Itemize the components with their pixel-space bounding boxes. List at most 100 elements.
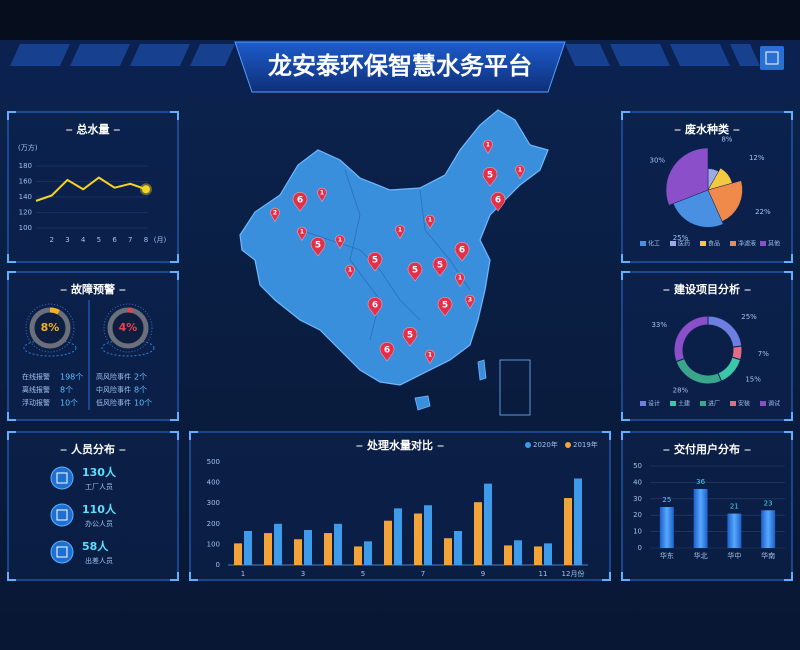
panel-corner	[7, 431, 16, 440]
map-pin[interactable]	[395, 224, 405, 240]
y-tick-label: 120	[19, 209, 32, 217]
header-stripes	[10, 44, 760, 66]
bar-value-label: 23	[764, 499, 773, 507]
map-pin[interactable]	[292, 192, 308, 212]
legend-swatch	[640, 241, 646, 246]
panel-corner	[7, 271, 16, 280]
gauge-arc	[49, 307, 60, 315]
panel-title: 建设项目分析	[674, 282, 740, 296]
bar	[761, 510, 776, 548]
export-button[interactable]	[760, 46, 784, 70]
panel-corner	[784, 111, 793, 120]
alarm-label: 中风险事件	[96, 385, 131, 394]
panel-corner	[7, 111, 16, 120]
pie-slice	[707, 180, 743, 222]
map-pin-label: 1	[486, 142, 490, 149]
x-tick-label: 4	[81, 236, 86, 244]
legend-swatch	[670, 241, 676, 246]
map-pin-label: 5	[372, 256, 378, 266]
map-pin[interactable]	[317, 187, 327, 203]
panel	[7, 271, 179, 421]
alarm-value: 8个	[60, 386, 73, 395]
x-tick-label: 5	[97, 236, 101, 244]
bar	[504, 545, 512, 565]
x-axis-label: (月)	[154, 236, 167, 244]
map-pin[interactable]	[402, 327, 418, 347]
panel-corner	[170, 572, 179, 581]
map-pin[interactable]	[367, 252, 383, 272]
bar	[394, 508, 402, 565]
x-tick-label: 华东	[660, 551, 674, 560]
pie-value-label: 25%	[673, 234, 689, 242]
bar	[294, 539, 302, 565]
map-pin[interactable]	[490, 192, 506, 212]
map-pin[interactable]	[425, 349, 435, 365]
map-pin[interactable]	[379, 342, 395, 362]
staff-icon	[50, 466, 74, 490]
gauge-label: 8%	[41, 321, 60, 334]
map-pin[interactable]	[407, 262, 423, 282]
alarm-label: 低风险事件	[96, 398, 131, 407]
bar	[474, 502, 482, 565]
map-pin[interactable]	[270, 207, 280, 223]
map-pin[interactable]	[515, 164, 525, 180]
bar	[454, 531, 462, 565]
legend-label: 净滤液	[738, 240, 756, 248]
x-tick-label: 华中	[727, 551, 741, 560]
y-tick-label: 0	[216, 561, 220, 569]
donut-value-label: 15%	[745, 375, 761, 383]
gauge-label: 4%	[119, 321, 138, 334]
bar	[534, 546, 542, 565]
panel	[7, 431, 179, 581]
legend-label: 安装	[738, 400, 750, 408]
staff-icon	[50, 540, 74, 564]
x-tick-label: 7	[421, 570, 425, 578]
legend-label: 医药	[678, 240, 690, 248]
map-pin[interactable]	[482, 167, 498, 187]
map-pin[interactable]	[455, 272, 465, 288]
map-pin[interactable]	[454, 242, 470, 262]
map-pin[interactable]	[297, 226, 307, 242]
map-pin[interactable]	[367, 297, 383, 317]
map-pin[interactable]	[310, 237, 326, 257]
panel-corner	[170, 271, 179, 280]
map-pin[interactable]	[432, 257, 448, 277]
panel-corner	[621, 572, 630, 581]
map-pin-label: 1	[348, 267, 352, 274]
panel-corner	[784, 412, 793, 421]
x-tick-label: 6	[112, 236, 117, 244]
y-axis-label: (万方)	[18, 143, 38, 152]
donut-value-label: 25%	[741, 313, 757, 321]
staff-label: 出差人员	[85, 556, 113, 565]
map-pin[interactable]	[465, 294, 475, 310]
map-pin-label: 1	[458, 275, 462, 282]
alarm-label: 离线报警	[22, 385, 50, 394]
map-pin-label: 1	[428, 217, 432, 224]
map-pin[interactable]	[483, 139, 493, 155]
staff-label: 工厂人员	[85, 483, 113, 491]
panel-title: 处理水量对比	[366, 438, 433, 452]
alarm-value: 8个	[134, 386, 147, 395]
map-pin-label: 5	[487, 171, 493, 181]
map-pin[interactable]	[425, 214, 435, 230]
y-tick-label: 100	[207, 540, 220, 548]
bar	[324, 533, 332, 565]
map-pin-label: 6	[495, 196, 501, 206]
pie-slice	[672, 189, 724, 228]
point-glow	[140, 183, 152, 196]
map-pin[interactable]	[437, 297, 453, 317]
bar	[514, 540, 522, 565]
map-pin[interactable]	[335, 234, 345, 250]
panel-corner	[602, 431, 611, 440]
bar	[659, 507, 674, 548]
map-pin[interactable]	[345, 264, 355, 280]
legend-swatch	[700, 241, 706, 246]
bar	[244, 531, 252, 565]
title-plate	[234, 41, 566, 93]
gauge-ring	[25, 303, 75, 353]
legend-label: 2020年	[533, 440, 558, 449]
map-pin-label: 1	[300, 229, 304, 236]
legend-label: 其他	[768, 240, 780, 248]
x-tick-label: 华北	[694, 551, 708, 560]
